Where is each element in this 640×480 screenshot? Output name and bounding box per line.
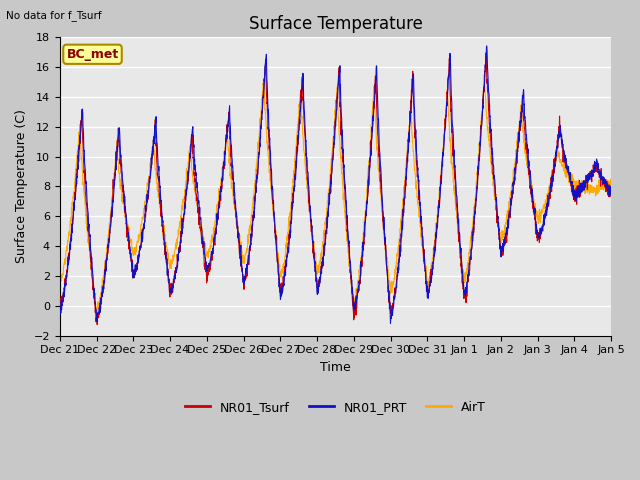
AirT	[481, 72, 488, 77]
AirT	[93, 310, 100, 316]
Title: Surface Temperature: Surface Temperature	[248, 15, 422, 33]
AirT	[559, 163, 566, 168]
NR01_PRT	[496, 245, 504, 251]
NR01_PRT	[351, 299, 359, 305]
NR01_Tsurf	[496, 246, 504, 252]
NR01_Tsurf	[56, 301, 63, 307]
Line: AirT: AirT	[60, 74, 611, 313]
Legend: NR01_Tsurf, NR01_PRT, AirT: NR01_Tsurf, NR01_PRT, AirT	[180, 396, 491, 419]
AirT	[496, 230, 504, 236]
AirT	[56, 276, 63, 281]
AirT	[364, 180, 371, 186]
Text: No data for f_Tsurf: No data for f_Tsurf	[6, 11, 102, 22]
NR01_Tsurf	[559, 145, 566, 151]
NR01_Tsurf	[607, 189, 615, 195]
X-axis label: Time: Time	[320, 361, 351, 374]
NR01_PRT	[364, 200, 371, 206]
AirT	[607, 177, 615, 182]
NR01_Tsurf	[210, 239, 218, 245]
NR01_Tsurf	[482, 50, 490, 56]
NR01_Tsurf	[351, 302, 359, 308]
NR01_PRT	[559, 142, 566, 147]
Line: NR01_PRT: NR01_PRT	[60, 46, 611, 324]
NR01_PRT	[607, 190, 615, 196]
NR01_PRT	[483, 43, 491, 49]
NR01_PRT	[210, 241, 218, 247]
NR01_Tsurf	[574, 186, 582, 192]
NR01_PRT	[387, 321, 394, 326]
NR01_Tsurf	[364, 194, 371, 200]
AirT	[210, 227, 218, 233]
Y-axis label: Surface Temperature (C): Surface Temperature (C)	[15, 109, 28, 264]
Line: NR01_Tsurf: NR01_Tsurf	[60, 53, 611, 324]
NR01_Tsurf	[93, 322, 101, 327]
NR01_PRT	[56, 312, 63, 317]
AirT	[351, 293, 359, 299]
Text: BC_met: BC_met	[67, 48, 118, 61]
NR01_PRT	[574, 183, 582, 189]
AirT	[574, 180, 582, 185]
